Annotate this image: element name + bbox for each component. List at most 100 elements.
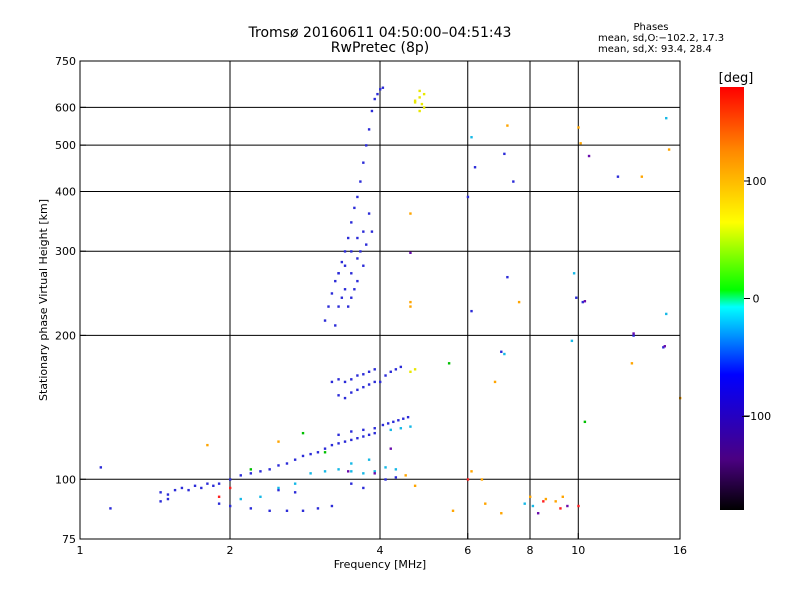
- data-point: [531, 504, 535, 508]
- data-point: [367, 370, 371, 373]
- data-point: [632, 334, 635, 337]
- data-point: [373, 368, 376, 371]
- data-point: [323, 470, 327, 473]
- data-point: [166, 493, 170, 496]
- data-point: [330, 292, 334, 295]
- data-point: [413, 99, 417, 102]
- data-point: [359, 250, 362, 253]
- data-point: [159, 500, 162, 503]
- data-point: [663, 345, 666, 348]
- data-point: [159, 491, 162, 494]
- data-point: [362, 230, 365, 233]
- data-point: [561, 495, 564, 498]
- data-point: [542, 500, 545, 503]
- data-point: [512, 180, 515, 183]
- data-point: [447, 362, 451, 365]
- phase-stats-o: mean, sd,O:−102.2, 17.3: [598, 33, 725, 44]
- colorbar-tick-label: 100: [746, 175, 767, 188]
- data-point: [350, 462, 353, 465]
- data-point: [350, 272, 353, 275]
- data-point: [665, 312, 668, 316]
- data-point: [579, 142, 582, 145]
- data-point: [173, 488, 177, 492]
- data-point: [379, 88, 382, 91]
- data-point: [337, 378, 340, 381]
- data-point: [577, 504, 580, 508]
- data-point: [500, 512, 503, 515]
- phase-stats-title: Phases: [633, 22, 669, 33]
- y-tick-label: 500: [55, 139, 76, 152]
- data-point: [397, 419, 400, 422]
- data-point: [362, 486, 365, 490]
- data-point: [362, 435, 365, 438]
- data-point: [350, 250, 353, 253]
- scatter-points: [99, 86, 682, 515]
- data-point: [293, 491, 297, 494]
- data-point: [570, 339, 574, 343]
- data-point: [340, 296, 344, 299]
- data-point: [376, 92, 379, 96]
- data-point: [356, 374, 359, 377]
- data-point: [301, 431, 305, 435]
- data-point: [373, 427, 376, 430]
- data-point: [353, 206, 356, 210]
- data-point: [470, 309, 473, 313]
- data-point: [572, 272, 576, 275]
- data-point: [409, 212, 412, 215]
- data-point: [583, 300, 587, 303]
- colorbar-tick-label: 0: [753, 293, 760, 306]
- data-point: [350, 482, 353, 485]
- data-point: [239, 497, 242, 501]
- data-point: [365, 144, 368, 147]
- data-point: [343, 264, 347, 267]
- data-point: [506, 275, 509, 279]
- colorbar-ticks: 100 0 −100: [741, 175, 771, 423]
- data-point: [373, 472, 376, 475]
- data-point: [413, 368, 417, 371]
- data-point: [301, 509, 305, 512]
- x-tick-label: 16: [673, 544, 687, 557]
- phase-stats-x: mean, sd,X: 93.4, 28.4: [598, 44, 712, 55]
- data-point: [413, 101, 417, 104]
- data-point: [277, 488, 280, 492]
- data-point: [268, 468, 271, 471]
- data-point: [239, 474, 242, 477]
- data-point: [373, 431, 376, 435]
- data-point: [409, 370, 412, 373]
- data-point: [109, 507, 112, 510]
- x-tick-label: 1: [77, 544, 84, 557]
- data-point: [384, 478, 387, 481]
- data-point: [259, 470, 262, 473]
- data-point: [470, 470, 473, 473]
- data-point: [346, 305, 350, 308]
- data-point: [350, 296, 353, 299]
- data-point: [406, 415, 410, 419]
- data-point: [389, 428, 392, 432]
- data-point: [418, 109, 421, 113]
- data-point: [389, 370, 392, 373]
- data-point: [362, 373, 365, 376]
- data-point: [370, 230, 374, 233]
- data-point: [259, 495, 262, 498]
- data-point: [330, 380, 334, 384]
- data-point: [316, 451, 320, 454]
- data-point: [337, 433, 340, 437]
- data-point: [309, 472, 312, 475]
- x-tick-label: 4: [377, 544, 384, 557]
- data-point: [367, 433, 371, 437]
- data-point: [343, 288, 347, 291]
- data-point: [249, 468, 253, 471]
- data-point: [451, 509, 455, 512]
- data-point: [418, 96, 421, 99]
- data-point: [575, 296, 578, 299]
- data-point: [616, 175, 620, 178]
- data-point: [587, 154, 591, 158]
- data-point: [367, 383, 371, 386]
- data-point: [394, 368, 398, 371]
- data-point: [356, 236, 359, 240]
- data-point: [544, 497, 548, 501]
- y-axis-label: Stationary phase Virtual Height [km]: [37, 199, 50, 401]
- data-point: [404, 474, 407, 477]
- y-tick-label: 200: [55, 329, 76, 342]
- data-point: [583, 420, 587, 424]
